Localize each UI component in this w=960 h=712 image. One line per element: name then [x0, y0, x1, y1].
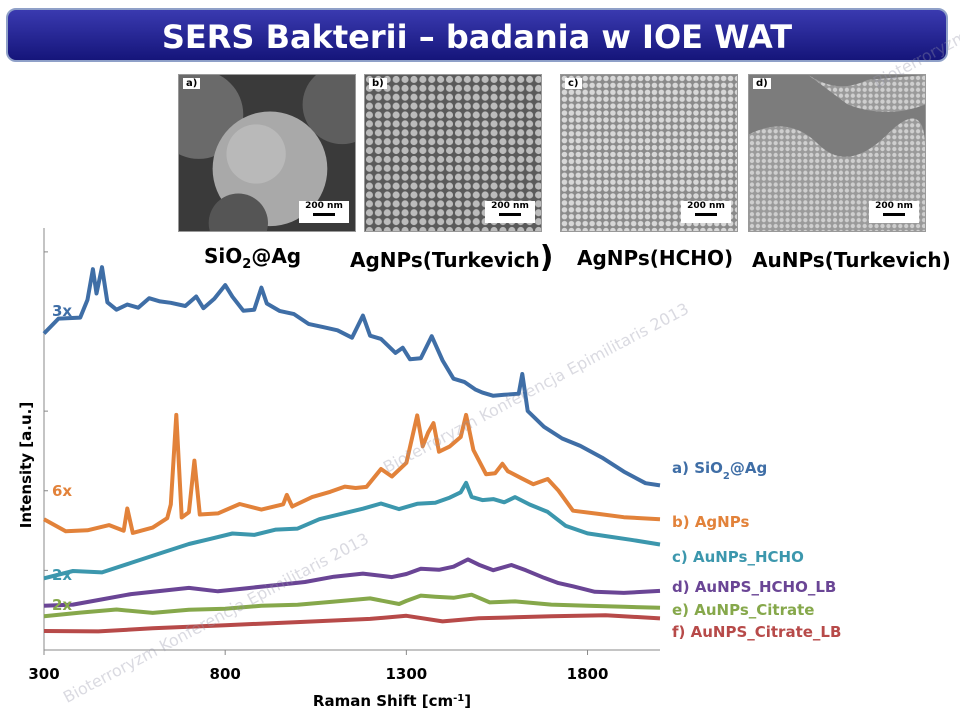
- series-multiplier-2: 2x: [52, 566, 72, 584]
- label-agnps-turkevich: AgNPs(Turkevich): [350, 240, 554, 275]
- title-banner: SERS Bakterii – badania w IOE WAT: [6, 8, 948, 62]
- micrograph-b-letter: b): [369, 78, 387, 89]
- series-line-0: [42, 265, 661, 488]
- series-label-2: c) AuNPs_HCHO: [672, 548, 804, 566]
- slide-title: SERS Bakterii – badania w IOE WAT: [161, 18, 793, 56]
- micrograph-b: b) 200 nm: [364, 74, 542, 232]
- series-label-1: b) AgNPs: [672, 513, 749, 531]
- series-line-2: [43, 480, 661, 581]
- micrograph-a: a) 200 nm: [178, 74, 356, 232]
- series-label-5: f) AuNPS_Citrate_LB: [672, 623, 841, 641]
- micrograph-a-image: [179, 75, 355, 231]
- x-tick-label-800: 800: [210, 665, 241, 683]
- series-multiplier-0: 3x: [52, 302, 72, 320]
- label-aunps-turkevich: AuNPs(Turkevich): [752, 248, 951, 272]
- x-tick-label-1800: 1800: [567, 665, 609, 683]
- label-sio2-ag: SiO2@Ag: [204, 244, 302, 272]
- y-axis-label: Intensity [a.u.]: [17, 402, 35, 528]
- series-label-4: e) AuNPs_Citrate: [672, 601, 814, 619]
- micrograph-c-letter: c): [565, 78, 582, 89]
- series-label-3: d) AuNPS_HCHO_LB: [672, 578, 836, 596]
- micrograph-a-letter: a): [183, 78, 201, 89]
- micrograph-d-letter: d): [753, 78, 771, 89]
- micrograph-c: c) 200 nm: [560, 74, 738, 232]
- series-multiplier-4: 2x: [52, 596, 72, 614]
- series-multiplier-1: 6x: [52, 482, 72, 500]
- micrograph-c-scalebar: 200 nm: [681, 201, 731, 223]
- x-axis-label: Raman Shift [cm-1]: [313, 692, 471, 710]
- series-line-5: [43, 613, 661, 634]
- series-line-4: [43, 592, 661, 619]
- micrograph-b-scalebar: 200 nm: [485, 201, 535, 223]
- x-tick-label-300: 300: [28, 665, 59, 683]
- label-agnps-hcho: AgNPs(HCHO): [577, 246, 734, 270]
- micrograph-d-scalebar: 200 nm: [869, 201, 919, 223]
- series-line-1: [43, 412, 661, 535]
- x-tick-label-1300: 1300: [385, 665, 427, 683]
- micrograph-a-scalebar: 200 nm: [299, 201, 349, 223]
- series-label-0: a) SiO2@Ag: [672, 459, 767, 482]
- micrograph-d: d) 200 nm: [748, 74, 926, 232]
- series-line-3: [43, 557, 661, 608]
